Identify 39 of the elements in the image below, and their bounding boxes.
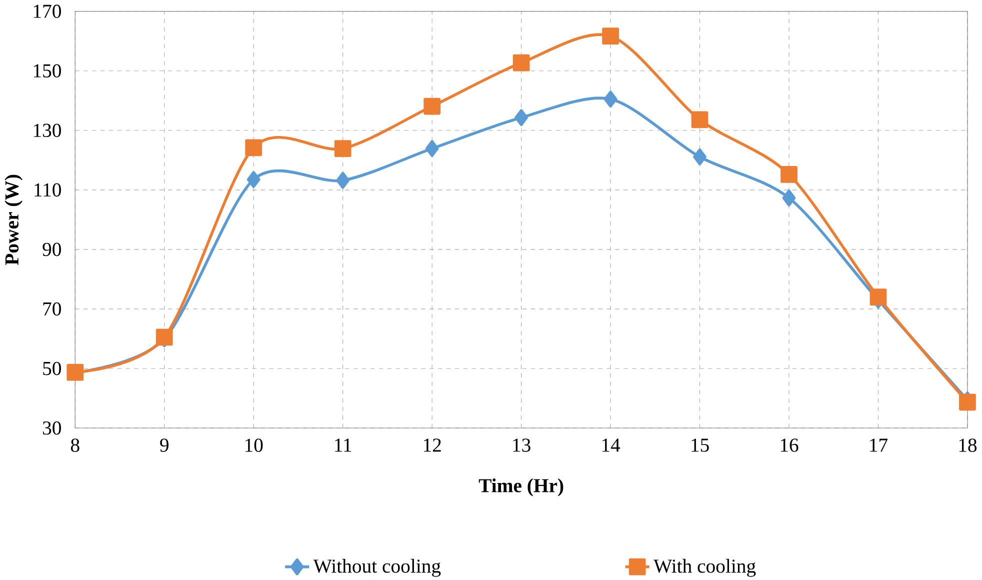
point — [512, 54, 530, 72]
point — [782, 189, 796, 206]
point — [870, 288, 887, 306]
point — [959, 394, 976, 410]
x-tick-label: 16 — [780, 438, 798, 452]
y-tick-label: 70 — [43, 302, 61, 316]
legend-label: Without cooling — [313, 558, 441, 577]
point — [334, 140, 352, 157]
point — [245, 139, 262, 156]
point — [514, 108, 528, 126]
x-tick-label: 15 — [692, 438, 709, 452]
x-axis-title: Time (Hr) — [478, 478, 564, 496]
x-tick-label: 18 — [959, 438, 977, 452]
x-tick-label: 10 — [245, 438, 263, 452]
x-tick-label: 14 — [602, 438, 620, 452]
point — [604, 90, 618, 108]
y-tick-label: 110 — [34, 183, 61, 196]
point — [780, 166, 798, 183]
point — [693, 148, 706, 166]
legend-label: With cooling — [654, 558, 756, 577]
point — [424, 98, 441, 115]
y-tick-label: 90 — [42, 242, 61, 256]
y-tick-label: 150 — [34, 64, 61, 78]
point — [602, 27, 619, 44]
x-tick-label: 13 — [513, 438, 530, 452]
y-axis-title: Power (W) — [4, 174, 23, 265]
x-tick-label: 9 — [160, 438, 168, 452]
x-tick-label: 17 — [870, 438, 888, 452]
y-tick-label: 30 — [42, 421, 61, 435]
y-tick-label: 50 — [43, 362, 61, 375]
x-tick-label: 12 — [424, 438, 441, 452]
point — [246, 170, 260, 188]
x-tick-label: 8 — [70, 438, 80, 452]
point — [691, 111, 708, 128]
point — [425, 140, 439, 157]
x-tick-label: 11 — [335, 438, 352, 452]
y-tick-label: 170 — [34, 4, 61, 18]
y-tick-label: 130 — [34, 124, 61, 137]
point — [336, 172, 350, 189]
